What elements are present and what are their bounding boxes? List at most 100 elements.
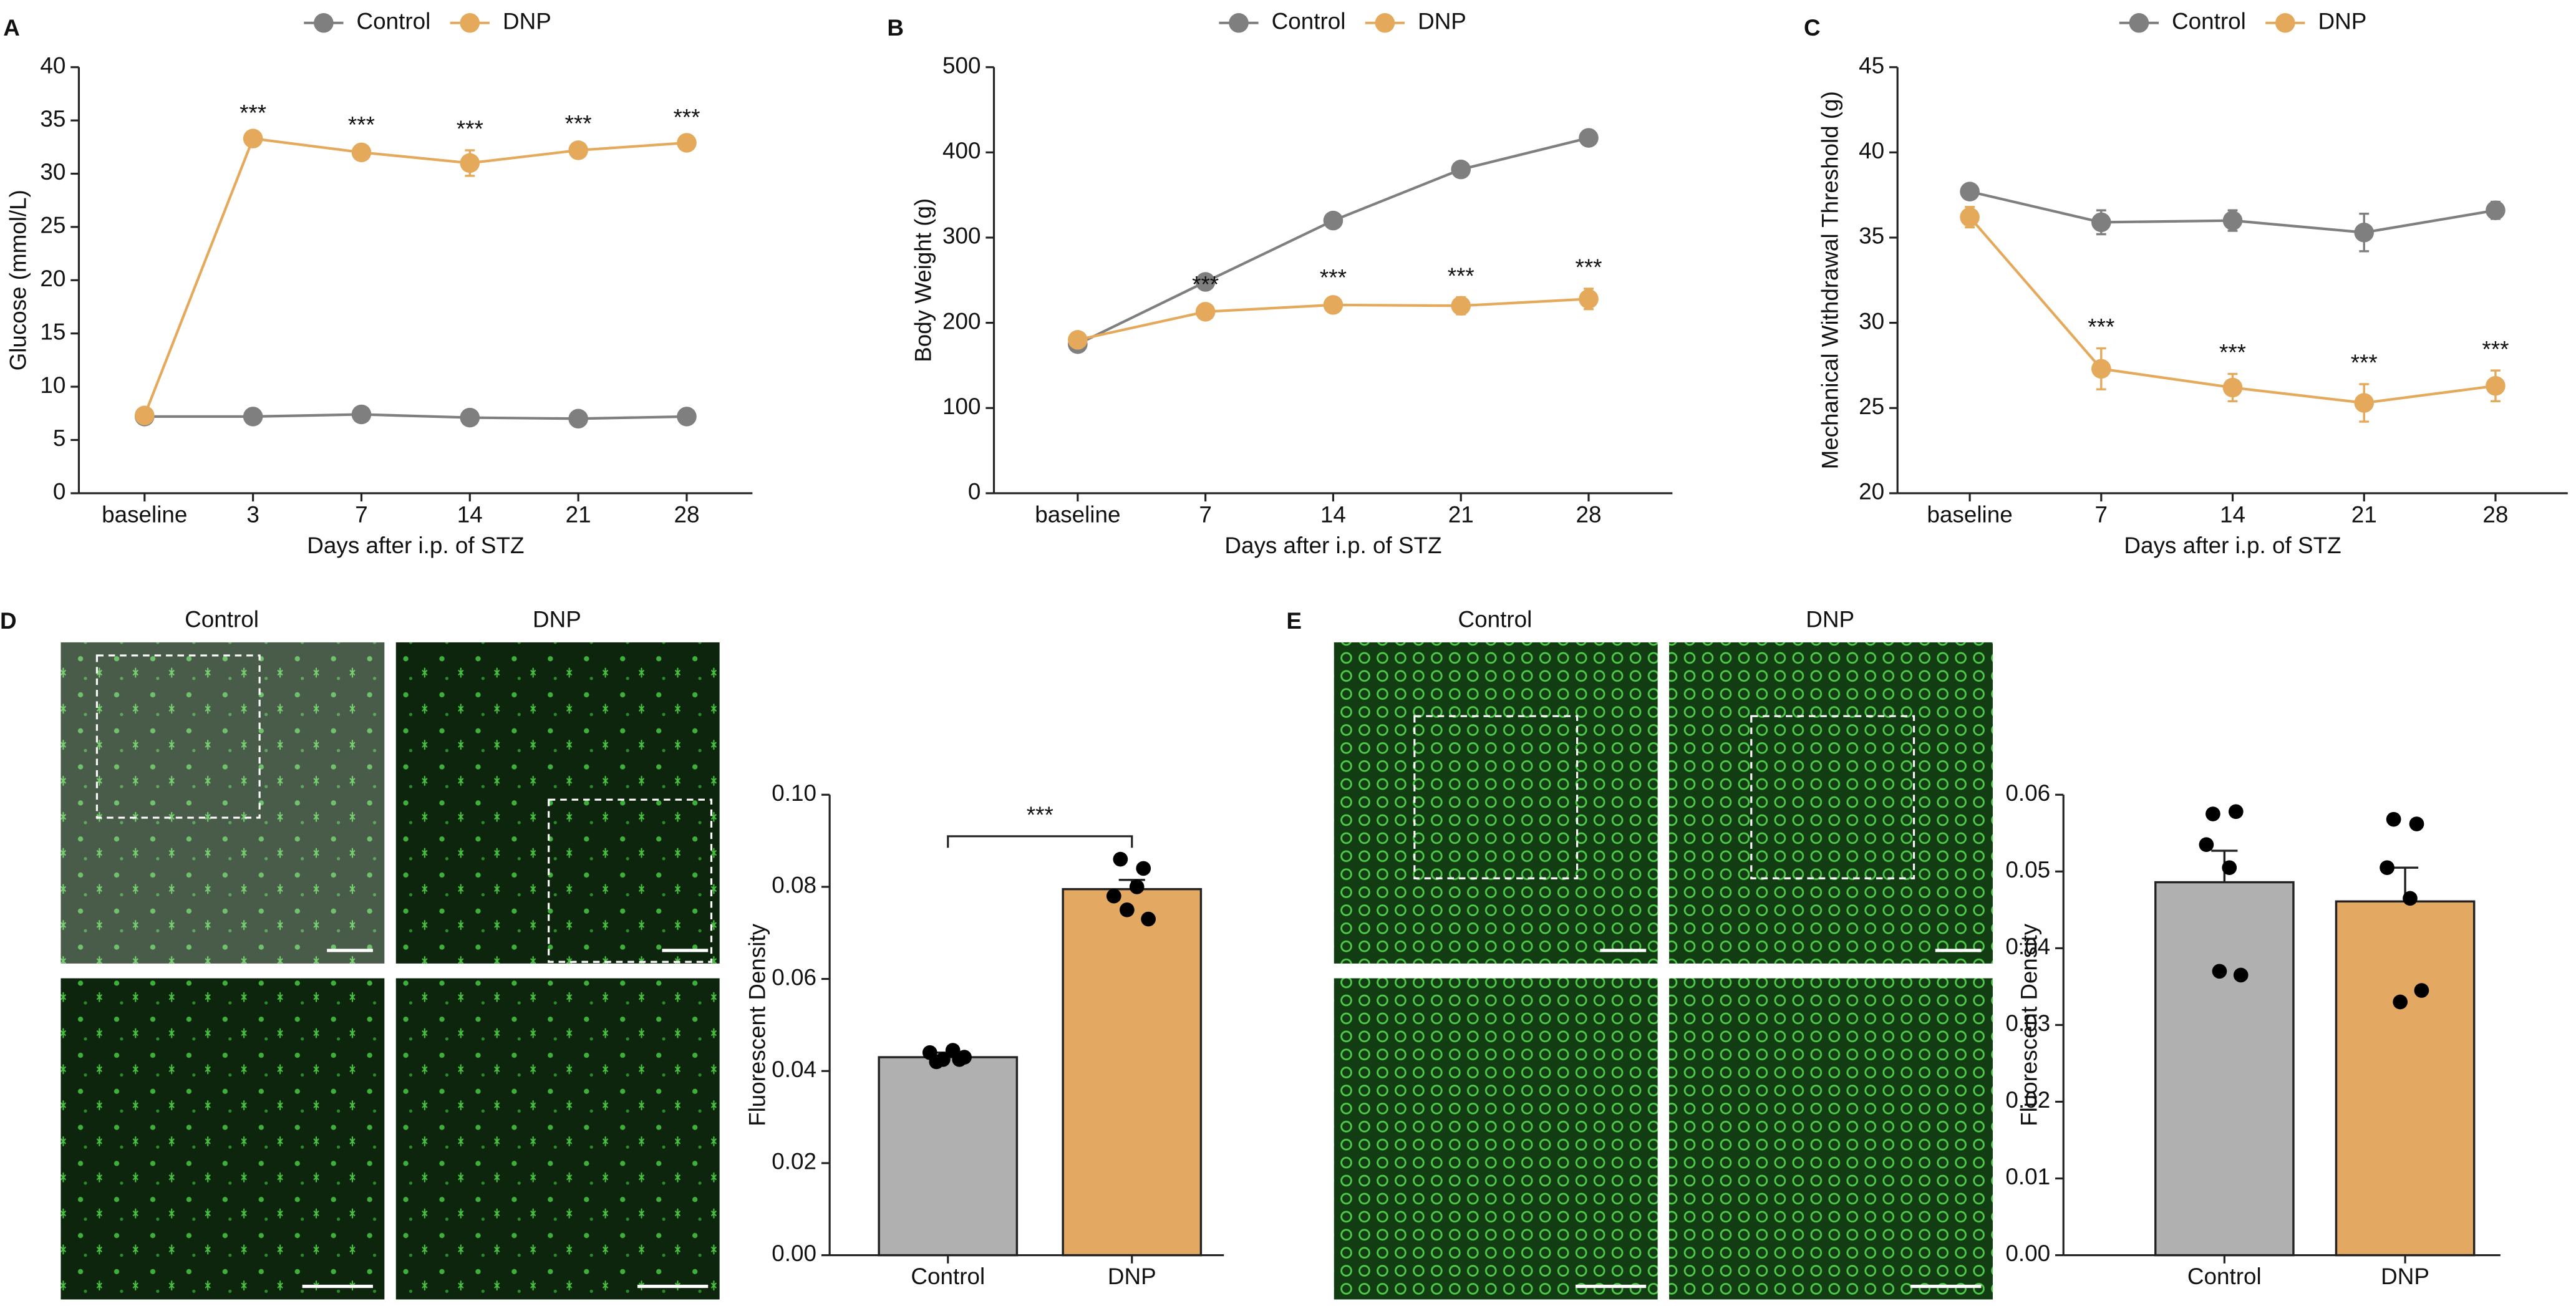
data-point <box>2206 806 2220 821</box>
y-tick-label: 200 <box>942 308 981 334</box>
column-label: DNP <box>533 607 581 632</box>
data-point <box>1195 302 1216 322</box>
data-point <box>134 405 155 425</box>
y-tick-label: 500 <box>942 52 981 78</box>
x-tick-label: Control <box>2187 1264 2262 1289</box>
legend-label: DNP <box>1418 9 1466 34</box>
data-point <box>2354 223 2375 243</box>
y-tick-label: 0.04 <box>2005 934 2050 959</box>
y-tick-label: 0.10 <box>772 780 816 806</box>
legend-marker <box>460 13 480 33</box>
data-point <box>957 1050 972 1065</box>
x-tick-label: 14 <box>457 501 483 527</box>
x-tick-label: 7 <box>1199 501 1212 527</box>
y-tick-label: 40 <box>40 52 65 78</box>
x-tick-label: DNP <box>1108 1264 1156 1289</box>
y-tick-label: 100 <box>942 394 981 419</box>
legend-label: Control <box>1272 9 1346 34</box>
data-point <box>922 1045 937 1060</box>
data-point <box>2403 891 2418 906</box>
data-point <box>2393 994 2408 1010</box>
data-point <box>2091 359 2111 379</box>
data-point <box>351 404 372 425</box>
data-point <box>1451 159 1471 180</box>
y-tick-label: 0 <box>968 479 981 505</box>
x-tick-label: baseline <box>102 501 187 527</box>
data-point <box>1113 851 1128 867</box>
y-tick-label: 45 <box>1859 52 1884 78</box>
x-tick-label: DNP <box>2381 1264 2429 1289</box>
micrograph <box>1669 642 1993 964</box>
bar <box>2335 900 2476 1257</box>
significance: *** <box>2088 314 2114 340</box>
data-point <box>2354 393 2375 413</box>
data-point <box>2222 860 2237 875</box>
zoom-box <box>548 798 713 963</box>
data-point <box>1141 911 1156 927</box>
data-point <box>460 153 480 173</box>
data-point <box>1451 296 1471 316</box>
significance: *** <box>2482 336 2509 362</box>
y-tick-label: 25 <box>1859 394 1884 419</box>
y-tick-label: 0.00 <box>772 1241 816 1266</box>
panel-label: E <box>1286 608 1302 634</box>
data-point <box>2486 375 2506 396</box>
y-tick-label: 40 <box>1859 138 1884 163</box>
data-point <box>2386 811 2401 827</box>
y-tick-label: 30 <box>40 159 65 185</box>
data-point <box>351 142 372 163</box>
x-axis-label: Days after i.p. of STZ <box>2124 533 2341 558</box>
x-tick-label: 14 <box>1320 501 1346 527</box>
x-tick-label: 14 <box>2220 501 2245 527</box>
x-tick-label: 21 <box>2351 501 2377 527</box>
x-tick-label: baseline <box>1035 501 1120 527</box>
column-label: DNP <box>1806 607 1854 632</box>
panel-label: A <box>3 15 20 41</box>
y-tick-label: 30 <box>1859 308 1884 334</box>
y-axis-label: Fluorescent Density <box>2016 923 2041 1126</box>
micrograph <box>1334 978 1658 1300</box>
data-point <box>2091 212 2111 233</box>
x-tick-label: 7 <box>2095 501 2108 527</box>
data-point <box>1129 879 1145 894</box>
x-tick-label: 3 <box>246 501 259 527</box>
data-point <box>1960 181 1980 201</box>
x-tick-label: baseline <box>1927 501 2012 527</box>
significance: *** <box>1027 802 1053 828</box>
data-point <box>1120 902 1135 917</box>
x-tick-label: 28 <box>1576 501 1602 527</box>
micrograph <box>61 642 385 964</box>
data-point <box>1106 888 1121 904</box>
data-point <box>1960 207 1980 227</box>
legend-label: Control <box>2172 9 2246 34</box>
panel-label: D <box>0 608 17 634</box>
significance: *** <box>1575 254 1602 280</box>
y-axis-label: Fluorescent Density <box>745 923 770 1126</box>
significance: *** <box>1320 265 1347 291</box>
y-tick-label: 0.02 <box>772 1149 816 1174</box>
y-tick-label: 35 <box>40 106 65 132</box>
data-point <box>945 1043 961 1058</box>
significance: *** <box>2351 350 2378 375</box>
data-point <box>2199 837 2214 853</box>
data-point <box>2222 210 2243 231</box>
data-point <box>2228 804 2244 820</box>
legend-label: Control <box>357 9 431 34</box>
legend-marker <box>1229 13 1249 33</box>
data-point <box>243 128 263 148</box>
column-label: Control <box>1458 607 1532 632</box>
x-tick-label: 28 <box>2482 501 2508 527</box>
data-point <box>1195 272 1216 292</box>
series-line <box>144 413 687 420</box>
y-tick-label: 0.03 <box>2005 1010 2050 1036</box>
bar <box>1062 888 1203 1257</box>
y-tick-label: 25 <box>40 213 65 238</box>
data-point <box>460 407 480 428</box>
micrograph <box>1669 978 1993 1300</box>
data-point <box>568 140 588 160</box>
significance: *** <box>240 100 266 126</box>
data-point <box>936 1052 951 1067</box>
y-tick-label: 0.00 <box>2005 1241 2050 1266</box>
micrograph <box>395 978 720 1300</box>
